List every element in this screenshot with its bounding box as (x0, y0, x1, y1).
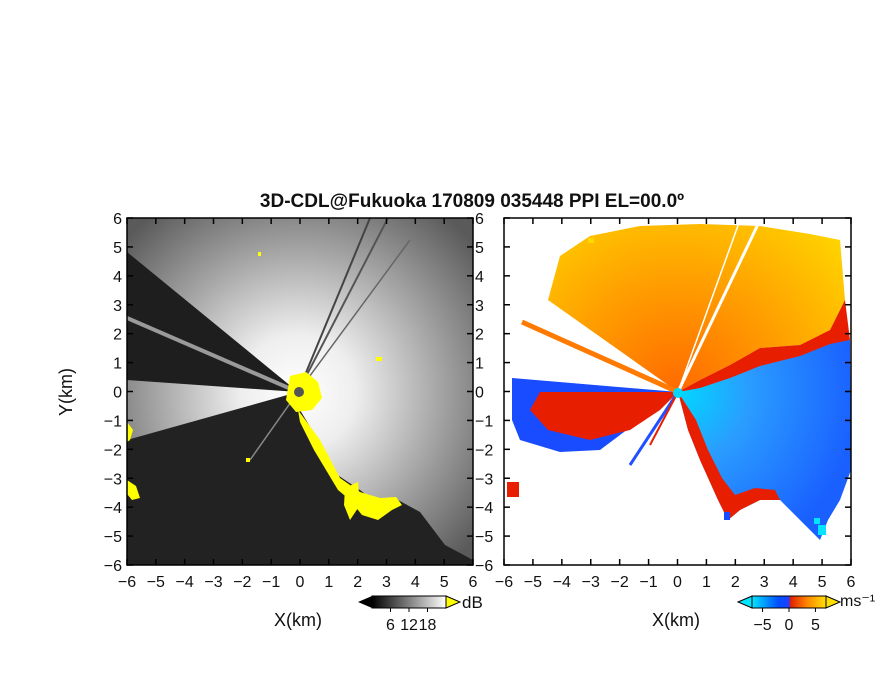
x-tick-label: −5 (524, 574, 542, 591)
x-tick-label: 4 (789, 574, 798, 591)
velocity-transition-band (678, 300, 850, 392)
colorbar-tick-label: 5 (811, 617, 820, 634)
right-axis-ticks: −6 −5 −4 −3 −2 −1 0 1 2 3 4 5 6 (495, 217, 856, 591)
left-axis-ticks: −6 −5 −4 −3 −2 −1 0 1 2 3 4 5 6−6 −6−5 −5−4 −4−3 −3−2 −2−… (104, 211, 494, 591)
y-tick-label: −1 (104, 413, 122, 430)
y-tick-label: 6 (475, 211, 484, 228)
velocity-edge (678, 392, 780, 520)
x-tick-label: −1 (262, 574, 280, 591)
beam-streak (297, 218, 371, 393)
beam-streak (297, 239, 411, 393)
y-tick-label: −2 (104, 442, 122, 459)
y-tick-label: 1 (475, 356, 484, 373)
y-tick-label: −3 (475, 471, 493, 488)
colorbar-tick-label: 6 (386, 617, 395, 634)
x-tick-label: −1 (639, 574, 657, 591)
x-tick-label: −6 (495, 574, 513, 591)
x-tick-label: 0 (296, 574, 305, 591)
y-tick-label: −4 (104, 500, 122, 517)
y-tick-label: −5 (475, 529, 493, 546)
x-tick-label: 2 (353, 574, 362, 591)
blocked-sector-lower (127, 392, 473, 565)
velocity-colorbar: −5 0 5 ms⁻¹ (736, 593, 875, 634)
y-tick-label: 3 (475, 298, 484, 315)
x-tick-label: 1 (702, 574, 711, 591)
velocity-receding-region (548, 224, 845, 392)
colorbar-tick-label: −5 (753, 617, 771, 634)
right-x-axis-label: X(km) (652, 610, 700, 630)
overflow-echoes (127, 252, 402, 520)
x-tick-label: 5 (440, 574, 449, 591)
x-tick-label: 3 (382, 574, 391, 591)
y-tick-label: −6 (104, 558, 122, 575)
x-tick-label: −3 (204, 574, 222, 591)
y-tick-label: −4 (475, 500, 493, 517)
x-tick-label: −6 (118, 574, 136, 591)
y-tick-label: 5 (475, 240, 484, 257)
y-tick-label: −2 (475, 442, 493, 459)
y-axis-label: Y(km) (56, 368, 76, 416)
colorbar-tick-label: 0 (785, 617, 794, 634)
x-tick-label: −5 (147, 574, 165, 591)
y-tick-label: 4 (475, 269, 484, 286)
colorbar-tick-label: 12 (400, 617, 418, 634)
x-tick-label: 4 (411, 574, 420, 591)
y-tick-label: 1 (113, 356, 122, 373)
y-tick-label: 2 (475, 327, 484, 344)
x-tick-label: 0 (673, 574, 682, 591)
velocity-speckles (507, 238, 826, 535)
y-tick-label: −6 (475, 558, 493, 575)
y-tick-label: 3 (113, 298, 122, 315)
reflectivity-colorbar: 6 12 18 dB (358, 593, 483, 634)
x-tick-label: −3 (582, 574, 600, 591)
velocity-panel: −6 −5 −4 −3 −2 −1 0 1 2 3 4 5 6 X(km) (495, 217, 856, 630)
colorbar-tick-label: 18 (419, 617, 437, 634)
velocity-beam (520, 319, 680, 395)
x-tick-label: 3 (760, 574, 769, 591)
blocked-sector-upper (127, 252, 298, 392)
x-tick-label: −4 (553, 574, 571, 591)
colorbar-unit-ms: ms⁻¹ (840, 593, 875, 610)
y-tick-label: 4 (113, 269, 122, 286)
colorbar-unit-db: dB (462, 593, 483, 612)
y-tick-label: 0 (113, 385, 122, 402)
beam-streak (127, 316, 299, 394)
y-tick-label: 6 (113, 211, 122, 228)
beam-streak (297, 218, 389, 393)
y-tick-label: 0 (475, 385, 484, 402)
y-tick-label: −1 (475, 413, 493, 430)
radar-site (294, 387, 304, 397)
left-x-axis-label: X(km) (274, 610, 322, 630)
x-tick-label: −2 (233, 574, 251, 591)
y-tick-label: 2 (113, 327, 122, 344)
x-tick-label: −2 (611, 574, 629, 591)
y-tick-label: −3 (104, 471, 122, 488)
radar-site (673, 388, 683, 398)
x-tick-label: 1 (324, 574, 333, 591)
reflectivity-panel: −6 −5 −4 −3 −2 −1 0 1 2 3 4 5 6−6 −6−5 −5−4 −4−3 −3−2 −2−… (56, 211, 493, 630)
figure-title: 3D-CDL@Fukuoka 170809 035448 PPI EL=00.0… (260, 191, 684, 212)
x-tick-label: −4 (176, 574, 194, 591)
y-tick-label: 5 (113, 240, 122, 257)
x-tick-label: 6 (469, 574, 478, 591)
x-tick-label: 2 (731, 574, 740, 591)
x-tick-label: 5 (818, 574, 827, 591)
y-tick-label: −5 (104, 529, 122, 546)
x-tick-label: 6 (847, 574, 856, 591)
